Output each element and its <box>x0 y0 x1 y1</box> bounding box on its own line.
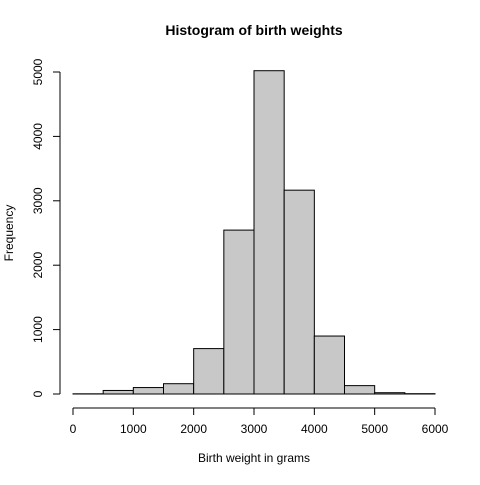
y-tick-label: 2000 <box>31 252 45 279</box>
x-tick-label: 2000 <box>180 422 207 436</box>
histogram-bar <box>314 336 344 394</box>
y-axis-label: Frequency <box>2 205 16 262</box>
histogram-bar <box>103 390 133 394</box>
x-axis-label: Birth weight in grams <box>198 451 310 465</box>
y-tick-label: 5000 <box>31 58 45 85</box>
histogram-bar <box>164 384 194 394</box>
x-tick-label: 0 <box>70 422 77 436</box>
histogram-bar <box>194 349 224 394</box>
x-tick-label: 6000 <box>422 422 449 436</box>
chart-title: Histogram of birth weights <box>165 22 343 38</box>
x-axis: 0 1000 2000 3000 4000 5000 6000 <box>70 408 449 436</box>
histogram-bar <box>345 386 375 394</box>
bars-group <box>73 71 435 394</box>
histogram-bar <box>224 230 254 394</box>
x-tick-label: 5000 <box>361 422 388 436</box>
histogram-bar <box>284 190 314 394</box>
y-tick-label: 1000 <box>31 316 45 343</box>
histogram-bar <box>133 388 163 394</box>
y-tick-label: 3000 <box>31 187 45 214</box>
histogram-bar <box>375 393 405 394</box>
x-tick-label: 1000 <box>120 422 147 436</box>
y-tick-label: 0 <box>31 390 45 397</box>
histogram-bar <box>254 71 284 394</box>
x-tick-label: 3000 <box>241 422 268 436</box>
y-tick-label: 4000 <box>31 123 45 150</box>
y-axis: 0 1000 2000 3000 4000 5000 <box>31 58 60 397</box>
x-tick-label: 4000 <box>301 422 328 436</box>
